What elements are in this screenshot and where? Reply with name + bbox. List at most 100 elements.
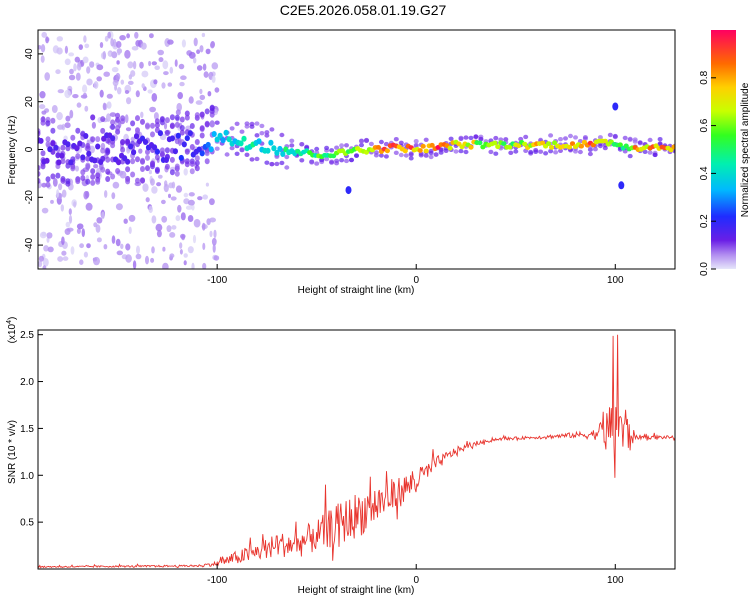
spectrogram-noise-blob — [197, 196, 203, 201]
spectrogram-halo — [105, 156, 111, 163]
spectrogram-ridge-cell — [196, 146, 202, 153]
spectrogram-halo — [289, 138, 295, 143]
spectrogram-noise-blob — [115, 238, 121, 247]
spectrogram-noise-blob — [126, 33, 130, 39]
spectrogram-noise-blob — [56, 112, 63, 121]
spectrogram-noise-blob — [212, 243, 216, 253]
spectrogram-halo — [130, 120, 136, 127]
spectrogram-halo — [548, 133, 554, 138]
spectrogram-halo — [135, 156, 140, 163]
spectrogram-halo — [463, 135, 469, 140]
spectrogram-noise-blob — [162, 60, 169, 70]
spectrogram-halo — [403, 153, 409, 158]
spectrogram-halo — [657, 141, 663, 146]
spectrogram-noise-blob — [65, 221, 71, 228]
spectrogram-noise-blob — [93, 164, 99, 169]
spectrogram-halo — [174, 170, 180, 177]
spectrogram-noise-blob — [99, 89, 104, 98]
spectrogram-noise-blob — [117, 48, 121, 56]
spectrogram-halo — [269, 161, 275, 167]
spectrogram-noise-blob — [111, 66, 119, 73]
snr-frame — [37, 329, 676, 570]
spectrogram-noise-blob — [188, 51, 196, 59]
spectrogram-noise-blob — [124, 114, 129, 123]
spectrogram-noise-blob — [104, 35, 109, 42]
spectrogram-halo — [573, 149, 578, 154]
spectrogram-halo — [423, 153, 429, 158]
spectrogram-noise-blob — [131, 46, 139, 51]
spectrogram-noise-blob — [199, 94, 206, 101]
spectrogram-halo — [428, 148, 434, 154]
spectrogram-y-tick-label: 20 — [24, 96, 35, 108]
spectrogram-noise-blob — [130, 70, 136, 77]
snr-x-tick-label: 0 — [413, 575, 419, 586]
spectrogram-halo — [50, 173, 56, 180]
spectrogram-isolated-blob — [618, 181, 625, 190]
spectrogram-noise-blob — [42, 258, 49, 267]
spectrogram-noise-blob — [177, 204, 182, 213]
spectrogram-halo — [169, 122, 175, 129]
spectrogram-halo — [468, 135, 474, 141]
spectrogram-noise-blob — [163, 183, 169, 193]
spectrogram-halo — [125, 138, 131, 145]
spectrogram-noise-blob — [163, 122, 168, 130]
spectrogram-noise-blob — [72, 94, 79, 99]
spectrogram-halo — [364, 138, 369, 143]
spectrogram-halo — [140, 118, 145, 125]
spectrogram-noise-blob — [135, 90, 140, 98]
spectrogram-halo — [264, 133, 270, 138]
spectrogram-halo — [189, 144, 195, 150]
spectrogram-noise-blob — [179, 81, 185, 87]
spectrogram-ridge-cell — [199, 150, 205, 157]
spectrogram-noise-blob — [202, 63, 207, 71]
spectrogram-noise-blob — [151, 61, 157, 66]
spectrogram-noise-blob — [124, 49, 131, 59]
spectrogram-noise-blob — [81, 228, 86, 238]
spectrogram-noise-blob — [157, 174, 163, 179]
spectrogram-halo — [314, 161, 320, 166]
spectrogram-halo — [159, 116, 165, 123]
spectrogram-halo — [209, 111, 215, 118]
spectrogram-noise-blob — [209, 198, 215, 206]
spectrogram-halo — [204, 150, 210, 157]
spectrogram-ridge-cell — [47, 146, 53, 153]
spectrogram-halo — [334, 145, 340, 150]
spectrogram-noise-blob — [148, 60, 152, 67]
spectrogram-halo — [90, 114, 96, 121]
spectrogram-noise-blob — [76, 62, 82, 71]
spectrogram-halo — [75, 176, 81, 183]
spectrogram-noise-blob — [52, 178, 58, 187]
spectrogram-halo — [164, 117, 170, 124]
spectrogram-noise-blob — [38, 255, 45, 262]
spectrogram-halo — [523, 134, 529, 140]
spectrogram-noise-blob — [56, 189, 60, 198]
spectrogram-noise-blob — [161, 82, 166, 89]
spectrogram-halo — [324, 156, 330, 162]
spectrogram-noise-blob — [138, 148, 143, 154]
spectrogram-halo — [38, 130, 41, 137]
spectrogram-noise-blob — [209, 120, 215, 128]
spectrogram-halo — [249, 124, 255, 129]
spectrogram-noise-blob — [180, 75, 187, 80]
spectrogram-y-tick-label: -20 — [24, 190, 35, 205]
spectrogram-halo — [533, 148, 539, 153]
spectrogram-y-tick-label: 40 — [24, 48, 35, 60]
spectrogram-halo — [115, 125, 121, 131]
spectrogram-noise-blob — [151, 246, 155, 254]
spectrogram-halo — [214, 146, 220, 151]
spectrogram-halo — [558, 137, 563, 142]
spectrogram-halo — [65, 178, 71, 185]
spectrogram-ridge-cell — [423, 148, 429, 154]
spectrogram-halo — [45, 136, 51, 143]
spectrogram-ridge-cell — [507, 144, 513, 150]
spectrogram-noise-blob — [111, 235, 116, 244]
snr-y-ticks: 0.5 1.0 1.5 2.0 2.5 — [20, 330, 43, 529]
spectrogram-ridge-cell — [44, 157, 50, 164]
spectrogram-halo — [597, 143, 603, 149]
spectrogram-noise-blob — [192, 234, 197, 244]
spectrogram-halo — [199, 111, 205, 118]
spectrogram-noise-blob — [185, 205, 193, 210]
spectrogram-halo — [150, 160, 155, 167]
spectrogram-halo — [647, 137, 653, 143]
spectrogram-noise-blob — [175, 215, 181, 222]
